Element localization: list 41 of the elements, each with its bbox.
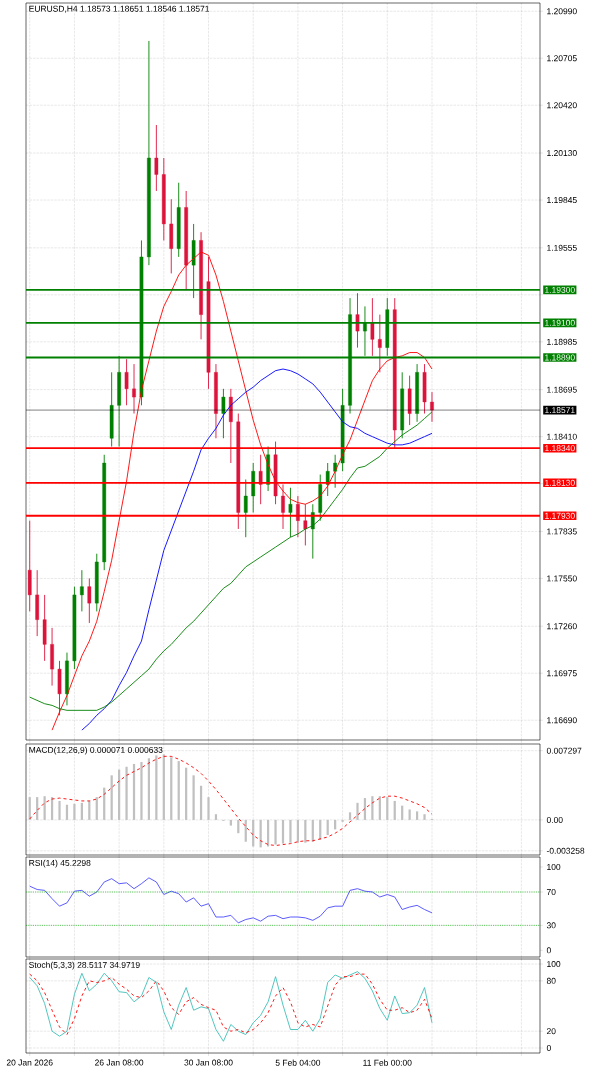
y-tick-label: 1.16975 [547, 670, 577, 677]
y-tick-label: 100 [547, 961, 561, 968]
y-tick-label: 1.17260 [547, 623, 577, 630]
ref-line-label: 1.18890 [545, 354, 575, 361]
chart-title: MACD(12,26,9) 0.000071 0.000633 [29, 746, 163, 755]
y-tick-label: 1.18410 [547, 433, 577, 440]
ref-line-label: 1.18571 [545, 407, 575, 414]
x-tick-label: 5 Feb 04:00 [275, 1059, 321, 1066]
x-tick-label: 11 Feb 00:00 [363, 1059, 412, 1066]
y-tick-label: 1.20130 [547, 150, 577, 157]
y-tick-label: 0.00 [546, 816, 563, 823]
y-tick-label: 1.17835 [547, 528, 577, 535]
y-tick-label: 100 [547, 864, 561, 871]
ref-line-label: 1.18340 [545, 445, 575, 452]
y-tick-label: 80 [546, 977, 556, 984]
x-tick-label: 26 Jan 08:00 [95, 1059, 144, 1066]
ref-line-label: 1.17930 [545, 512, 575, 519]
ref-line-label: 1.18130 [545, 479, 575, 486]
ref-line-label: 1.19100 [545, 319, 575, 326]
y-tick-label: 1.18695 [547, 386, 577, 393]
y-tick-label: 1.17550 [547, 575, 577, 582]
x-tick-label: 20 Jan 2026 [6, 1059, 53, 1066]
ref-line-label: 1.19300 [545, 286, 575, 293]
y-tick-label: 1.19845 [547, 197, 577, 204]
chart-title: Stoch(5,3,3) 28.5117 34.9719 [29, 961, 140, 970]
y-tick-label: 1.20705 [547, 55, 577, 62]
y-tick-label: 0.007297 [546, 747, 582, 754]
y-tick-label: 1.20990 [547, 8, 577, 15]
y-tick-label: 20 [546, 1028, 556, 1035]
y-tick-label: 1.19555 [547, 244, 577, 251]
chart-title: RSI(14) 45.2298 [29, 859, 91, 868]
y-tick-label: -0.003258 [546, 847, 585, 854]
y-tick-label: 0 [546, 947, 551, 954]
x-tick-label: 30 Jan 08:00 [184, 1059, 233, 1066]
y-tick-label: 1.16690 [547, 717, 577, 724]
chart-title: EURUSD,H4 1.18573 1.18651 1.18546 1.18571 [29, 5, 210, 13]
y-tick-label: 0 [546, 1044, 551, 1051]
y-tick-label: 1.20420 [547, 102, 577, 109]
y-tick-label: 70 [546, 889, 556, 896]
y-tick-label: 1.18985 [547, 338, 577, 345]
y-tick-label: 30 [546, 922, 556, 929]
